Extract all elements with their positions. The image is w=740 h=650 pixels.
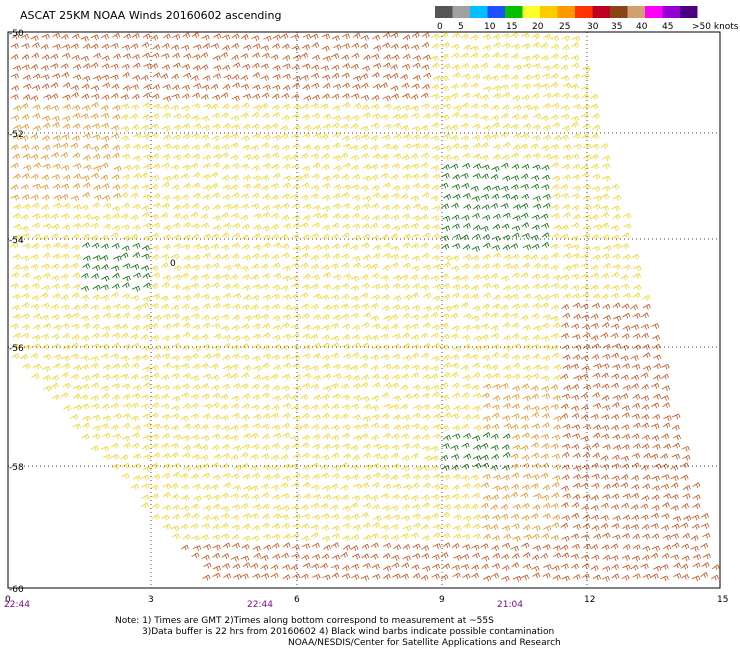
legend-swatch xyxy=(680,6,698,18)
legend-swatch xyxy=(575,6,593,18)
time-label: 22:44 xyxy=(247,600,273,610)
legend-swatch xyxy=(505,6,523,18)
lat-tick-label: -54 xyxy=(9,236,24,246)
legend-label: 35 xyxy=(611,22,622,32)
legend-swatch xyxy=(610,6,628,18)
legend-label: 15 xyxy=(506,22,517,32)
lat-tick-label: -50 xyxy=(9,29,24,39)
time-label: 22:44 xyxy=(4,600,30,610)
map-title: ASCAT 25KM NOAA Winds 20160602 ascending xyxy=(20,9,282,22)
lon-tick-label: 6 xyxy=(294,595,300,605)
legend-swatch xyxy=(557,6,575,18)
legend-swatch xyxy=(487,6,505,18)
legend-label: 45 xyxy=(662,22,673,32)
lat-tick-label: -60 xyxy=(9,585,24,595)
legend-swatch xyxy=(592,6,610,18)
grid-lines xyxy=(8,32,720,588)
legend-swatch xyxy=(470,6,488,18)
wind-speed-legend: 0 5 10 15 20 25 30 35 40 45 >50 knots xyxy=(435,6,739,32)
lat-tick-label: -52 xyxy=(9,130,24,140)
legend-label: 0 xyxy=(437,22,443,32)
legend-swatch xyxy=(522,6,540,18)
lon-tick-label: 15 xyxy=(717,595,728,605)
legend-label: 5 xyxy=(458,22,464,32)
legend-label: >50 knots xyxy=(692,22,739,32)
legend-label: 25 xyxy=(559,22,570,32)
note-line-3: NOAA/NESDIS/Center for Satellite Applica… xyxy=(288,638,561,648)
plot-frame xyxy=(7,31,721,589)
time-label: 21:04 xyxy=(497,600,523,610)
legend-label: 30 xyxy=(587,22,599,32)
lat-tick-label: -56 xyxy=(9,344,24,354)
lon-tick-label: 12 xyxy=(584,595,595,605)
lon-tick-label: 9 xyxy=(439,595,445,605)
lon-tick-label: 0 xyxy=(5,595,11,605)
wind-swath xyxy=(10,32,720,582)
legend-label: 20 xyxy=(532,22,544,32)
legend-swatch xyxy=(452,6,470,18)
legend-label: 10 xyxy=(484,22,496,32)
legend-swatch xyxy=(435,6,453,18)
note-line-2: 3)Data buffer is 22 hrs from 20160602 4)… xyxy=(142,627,555,637)
legend-swatch xyxy=(540,6,558,18)
legend-swatch xyxy=(662,6,680,18)
legend-label: 40 xyxy=(636,22,648,32)
lat-tick-label: -58 xyxy=(9,463,24,473)
legend-swatch xyxy=(627,6,645,18)
note-line-1: Note: 1) Times are GMT 2)Times along bot… xyxy=(115,616,494,626)
legend-swatch xyxy=(645,6,663,18)
zero-mark: 0 xyxy=(170,259,176,269)
lon-tick-label: 3 xyxy=(148,595,154,605)
